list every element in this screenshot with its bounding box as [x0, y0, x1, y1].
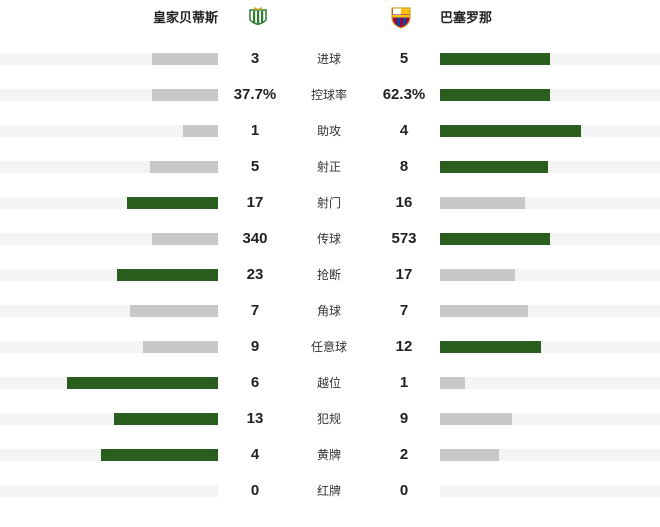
away-bar — [440, 449, 499, 461]
home-bar — [182, 125, 218, 137]
home-track — [0, 485, 218, 497]
away-track — [440, 377, 660, 389]
home-value: 13 — [246, 410, 264, 427]
home-value: 7 — [250, 302, 260, 319]
away-bar — [440, 305, 528, 317]
away-bar — [440, 125, 581, 137]
home-bar — [152, 233, 218, 245]
away-track — [440, 485, 660, 497]
stat-label: 犯规 — [316, 412, 341, 426]
home-bar — [151, 89, 218, 101]
away-value: 5 — [399, 50, 409, 67]
home-bar — [67, 377, 218, 389]
away-value: 573 — [391, 230, 417, 247]
away-value: 12 — [395, 338, 413, 355]
away-value: 62.3% — [382, 86, 426, 103]
stat-label: 黄牌 — [316, 448, 341, 462]
home-value: 3 — [250, 50, 260, 67]
away-bar — [440, 269, 515, 281]
away-value: 4 — [399, 122, 409, 139]
home-bar — [130, 305, 218, 317]
stat-label: 进球 — [316, 52, 341, 66]
away-bar — [440, 89, 550, 101]
away-bar — [440, 341, 541, 353]
stat-label: 射门 — [316, 196, 341, 210]
home-bar — [150, 161, 218, 173]
home-value: 0 — [250, 482, 260, 499]
home-team-name: 皇家贝蒂斯 — [152, 10, 218, 25]
home-track — [0, 125, 218, 137]
stat-label: 助攻 — [316, 124, 341, 138]
away-value: 7 — [399, 302, 409, 319]
home-bar — [114, 413, 218, 425]
away-bar — [440, 53, 550, 65]
home-value: 340 — [242, 230, 268, 247]
home-value: 23 — [246, 266, 264, 283]
away-bar — [440, 413, 512, 425]
home-value: 5 — [250, 158, 260, 175]
away-value: 9 — [399, 410, 409, 427]
away-bar — [440, 377, 466, 389]
stat-label: 角球 — [316, 304, 341, 318]
home-bar — [100, 449, 218, 461]
away-bar — [440, 197, 526, 209]
away-value: 16 — [395, 194, 413, 211]
stat-label: 任意球 — [310, 340, 347, 354]
away-value: 8 — [399, 158, 409, 175]
away-team-logo — [391, 7, 411, 29]
away-bar — [440, 161, 549, 173]
away-team-name: 巴塞罗那 — [440, 10, 493, 25]
home-bar — [127, 197, 218, 209]
home-value: 4 — [250, 446, 260, 463]
away-bar — [440, 233, 551, 245]
home-bar — [152, 53, 218, 65]
home-value: 17 — [246, 194, 264, 211]
stat-label: 传球 — [316, 232, 341, 246]
away-value: 1 — [399, 374, 409, 391]
home-value: 37.7% — [233, 86, 277, 103]
home-value: 9 — [250, 338, 260, 355]
home-bar — [142, 341, 218, 353]
away-value: 2 — [399, 446, 409, 463]
stat-label: 抢断 — [316, 268, 341, 282]
home-team-logo — [249, 7, 267, 25]
away-value: 17 — [395, 266, 413, 283]
home-value: 6 — [250, 374, 260, 391]
home-bar — [116, 269, 218, 281]
home-value: 1 — [250, 122, 260, 139]
away-value: 0 — [399, 482, 409, 499]
stat-label: 越位 — [316, 376, 341, 390]
stat-label: 控球率 — [310, 88, 347, 102]
stat-label: 射正 — [316, 160, 341, 174]
stat-label: 红牌 — [316, 484, 341, 498]
